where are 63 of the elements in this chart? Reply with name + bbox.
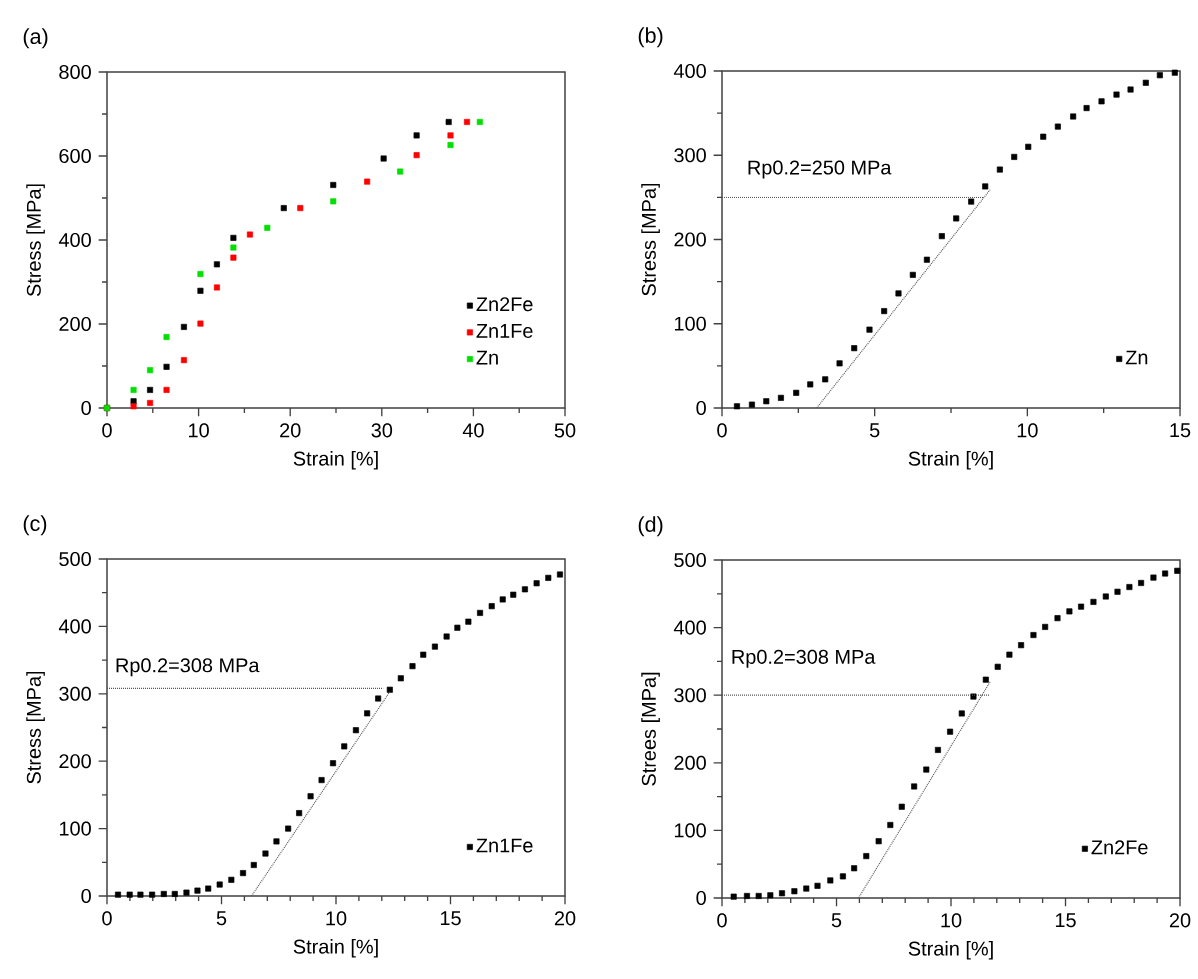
y-tick-label: 500 — [59, 551, 91, 567]
x-tick-label: 40 — [462, 423, 484, 438]
x-tick-label: 50 — [554, 423, 576, 438]
y-axis-title: Stress [MPa] — [641, 183, 660, 296]
x-tick-label: 20 — [554, 911, 576, 926]
y-axis-title: Strees [MPa] — [641, 672, 660, 786]
x-tick-label: 10 — [326, 911, 347, 926]
y-tick-label: 200 — [59, 754, 91, 769]
x-tick-label: 10 — [941, 913, 962, 928]
y-tick-label: 500 — [674, 552, 706, 568]
annotation: Rp0.2=308 MPa — [116, 658, 260, 677]
x-tick-label: 0 — [717, 423, 727, 438]
x-tick-label: 15 — [440, 911, 461, 926]
chart-title: (c) — [23, 515, 47, 536]
y-tick-label: 600 — [59, 148, 91, 164]
y-tick-label: 200 — [674, 232, 706, 247]
chart-title: (d) — [638, 516, 663, 537]
y-tick-label: 400 — [58, 619, 91, 634]
annotation: Rp0.2=308 MPa — [732, 649, 876, 668]
legend-label: Zn1Fe — [476, 838, 533, 853]
y-tick-label: 0 — [696, 890, 706, 906]
x-tick-label: 0 — [102, 911, 112, 926]
x-tick-label: 20 — [280, 423, 301, 438]
x-tick-label: 0 — [102, 423, 112, 438]
x-tick-label: 15 — [1170, 423, 1191, 438]
x-tick-label: 5 — [869, 423, 880, 438]
x-tick-label: 10 — [1017, 423, 1038, 438]
x-axis-title: Strain [%] — [293, 451, 378, 470]
legend-label: Zn1Fe — [476, 324, 533, 338]
x-tick-label: 5 — [831, 913, 842, 928]
x-axis-title: Strain [%] — [908, 451, 993, 470]
y-tick-label: 0 — [81, 888, 91, 904]
y-tick-label: 300 — [674, 148, 706, 163]
chart-title: (a) — [23, 28, 48, 49]
legend-label: Zn — [1125, 350, 1148, 365]
y-tick-label: 400 — [673, 620, 706, 635]
x-tick-label: 15 — [1055, 913, 1076, 928]
x-axis-title: Strain [%] — [908, 941, 993, 960]
legend-label: Zn2Fe — [476, 297, 533, 312]
y-axis-title: Stress [MPa] — [26, 671, 45, 784]
x-tick-label: 5 — [216, 911, 227, 926]
y-tick-label: 400 — [673, 63, 706, 79]
x-axis-title: Strain [%] — [293, 939, 378, 958]
x-tick-label: 0 — [717, 913, 727, 928]
y-tick-label: 100 — [59, 821, 91, 836]
x-tick-label: 30 — [371, 423, 393, 438]
annotation: Rp0.2=250 MPa — [748, 160, 892, 179]
x-tick-label: 20 — [1169, 913, 1191, 928]
y-axis-title: Stress [MPa] — [26, 184, 45, 297]
y-tick-label: 200 — [674, 755, 706, 770]
legend-label: Zn2Fe — [1091, 840, 1148, 855]
y-tick-label: 300 — [59, 686, 91, 701]
chart-title: (b) — [638, 27, 663, 48]
y-tick-label: 0 — [696, 400, 706, 416]
legend-label: Zn — [476, 350, 498, 365]
y-tick-label: 400 — [58, 232, 91, 248]
y-tick-label: 0 — [81, 400, 91, 416]
x-tick-label: 10 — [189, 423, 209, 438]
y-tick-label: 100 — [674, 823, 706, 838]
y-tick-label: 200 — [59, 316, 91, 332]
y-tick-label: 800 — [59, 64, 91, 80]
y-tick-label: 300 — [674, 688, 706, 703]
y-tick-label: 100 — [674, 316, 706, 331]
